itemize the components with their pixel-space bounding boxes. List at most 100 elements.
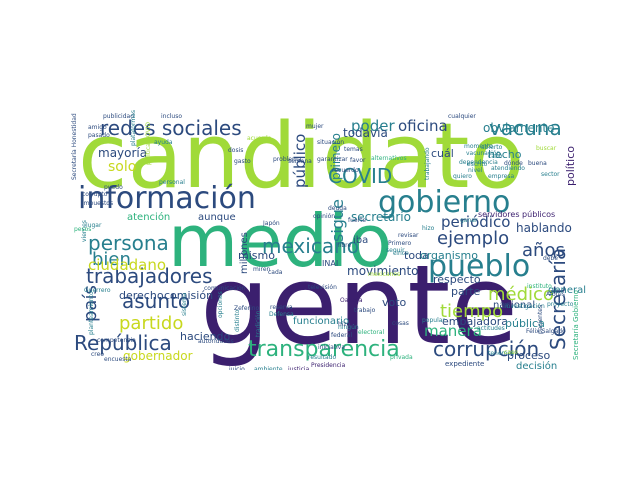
- word-todavia: todavía: [343, 126, 388, 140]
- word-cual: cuál: [431, 147, 454, 160]
- word-garantizar: garantizar: [317, 156, 348, 163]
- word-comision: comisión: [164, 289, 214, 302]
- word-federal: federal: [331, 332, 353, 339]
- word-impuestos: impuestos: [82, 200, 114, 207]
- word-cabo: cabo: [488, 153, 503, 160]
- word-instituto: instituto: [527, 283, 552, 290]
- word-semana: semana: [288, 158, 312, 165]
- word-revisar: revisar: [398, 232, 419, 239]
- word-proceso: proceso: [507, 349, 551, 362]
- word-favor: favor: [350, 157, 366, 164]
- word-poder: poder: [351, 117, 395, 135]
- word-anos: años: [522, 240, 565, 261]
- word-reserva: reserva: [270, 304, 293, 311]
- word-proyecto: proyecto: [547, 301, 574, 308]
- word-sistema: sistema: [181, 292, 188, 316]
- word-empresa: empresa: [488, 173, 515, 180]
- word-japon: Japón: [263, 220, 280, 227]
- word-fuerte: fuerte: [348, 217, 367, 224]
- word-deuda: deuda: [328, 205, 347, 212]
- word-solo: solo: [108, 159, 137, 175]
- word-ciudadano: ciudadano: [88, 256, 167, 274]
- word-lugar: lugar: [86, 222, 102, 229]
- word-medico: médico: [488, 284, 554, 305]
- word-momento: momento: [464, 143, 493, 150]
- word-organismo: organismo: [420, 249, 478, 262]
- word-encuesta: encuesta: [104, 356, 132, 363]
- word-aunque: aunque: [198, 212, 236, 223]
- word-mujer: mujer: [306, 123, 324, 130]
- word-seguir: seguir: [386, 247, 405, 254]
- word-pacientes: pacientes: [537, 304, 544, 334]
- word-popular: popular: [422, 317, 445, 324]
- word-movimiento: movimiento: [347, 264, 419, 278]
- word-oficina: oficina: [398, 117, 448, 135]
- word-hizo: hizo: [338, 321, 351, 328]
- word-gasto: gasto: [234, 158, 251, 165]
- word-creo: creo: [91, 351, 104, 358]
- word-mexicanos: mexicanos: [368, 271, 401, 278]
- word-buscar: buscar: [536, 145, 557, 152]
- word-secretario: secretario: [351, 210, 411, 224]
- word-privada: privada: [390, 354, 413, 361]
- word-competencia: competencia: [97, 337, 136, 344]
- word-secretaria-gobierno: Secretaría Gobierno: [572, 290, 580, 360]
- word-opciones: opciones: [217, 291, 224, 318]
- word-presidencia: Presidencia: [311, 362, 346, 369]
- word-persona: persona: [88, 231, 169, 255]
- word-pueblo: pueblo: [428, 249, 531, 284]
- word-buena: buena: [528, 160, 547, 167]
- word-television: televisión: [308, 284, 337, 291]
- word-asunto: asunto: [122, 289, 191, 313]
- word-trabajadores: trabajadores: [86, 264, 213, 288]
- word-primero: Primero: [388, 240, 412, 247]
- word-ganar: ganar: [460, 217, 478, 224]
- word-candidato: candidato: [78, 110, 525, 209]
- word-miren: miren: [253, 266, 271, 273]
- word-tiempo: tiempo: [440, 301, 504, 322]
- word-cloud: candidato gente medio información gobierno pu…: [68, 110, 586, 370]
- word-zeferino: Zeferino: [234, 305, 260, 312]
- word-situacion: situación: [317, 139, 345, 146]
- word-embajadora: embajadora: [442, 315, 508, 328]
- word-pesos: pesos: [74, 226, 92, 233]
- word-trabajo: trabajo: [354, 307, 376, 314]
- word-dosis: dosis: [228, 147, 244, 154]
- word-caso: caso: [504, 349, 518, 356]
- word-autoridades: autoridades: [198, 338, 234, 345]
- word-obviamente: obviamente: [483, 121, 555, 135]
- word-servidores-publicos: servidores públicos: [478, 210, 556, 219]
- word-sector: sector: [541, 171, 560, 178]
- word-iniciativa: iniciativa: [318, 344, 346, 351]
- word-mayoria: mayoría: [98, 146, 148, 160]
- word-hizo: hizo: [422, 225, 435, 232]
- word-informacion: información: [78, 181, 256, 216]
- word-actitudes: actitudes: [477, 325, 505, 332]
- word-trabajando: trabajando: [424, 147, 431, 180]
- word-problema: problema: [273, 156, 302, 163]
- word-electoral: electoral: [358, 329, 385, 336]
- word-defensa: Defensa: [269, 311, 294, 318]
- word-haciendo: haciendo: [180, 330, 231, 343]
- word-hablando: hablando: [516, 221, 572, 235]
- word-quiero: quiero: [453, 173, 472, 180]
- word-funcionario: funcionario: [293, 316, 350, 327]
- word-dependencia: dependencia: [459, 159, 498, 166]
- word-incluso: incluso: [161, 113, 183, 120]
- word-mismo: mismo: [238, 249, 275, 262]
- word-covid: COVID: [328, 164, 393, 188]
- word-cosas: cosas: [392, 320, 409, 327]
- word-toda: toda: [404, 249, 429, 262]
- word-ayuda: ayuda: [154, 139, 173, 146]
- word-inai: INAI: [322, 259, 339, 268]
- word-debe: debe: [543, 255, 558, 262]
- word-secretaria-honestidad: Secretaría Honestidad: [71, 113, 78, 180]
- word-plataformas: plataformas: [130, 110, 137, 146]
- word-publicidad: publicidad: [103, 113, 135, 120]
- word-cada: cada: [268, 269, 283, 276]
- word-cinco: cinco: [393, 250, 409, 257]
- word-ejemplo: ejemplo: [437, 228, 510, 249]
- word-donde: dónde: [504, 160, 523, 167]
- word-politico: político: [564, 146, 577, 186]
- word-hecho: hecho: [488, 148, 522, 161]
